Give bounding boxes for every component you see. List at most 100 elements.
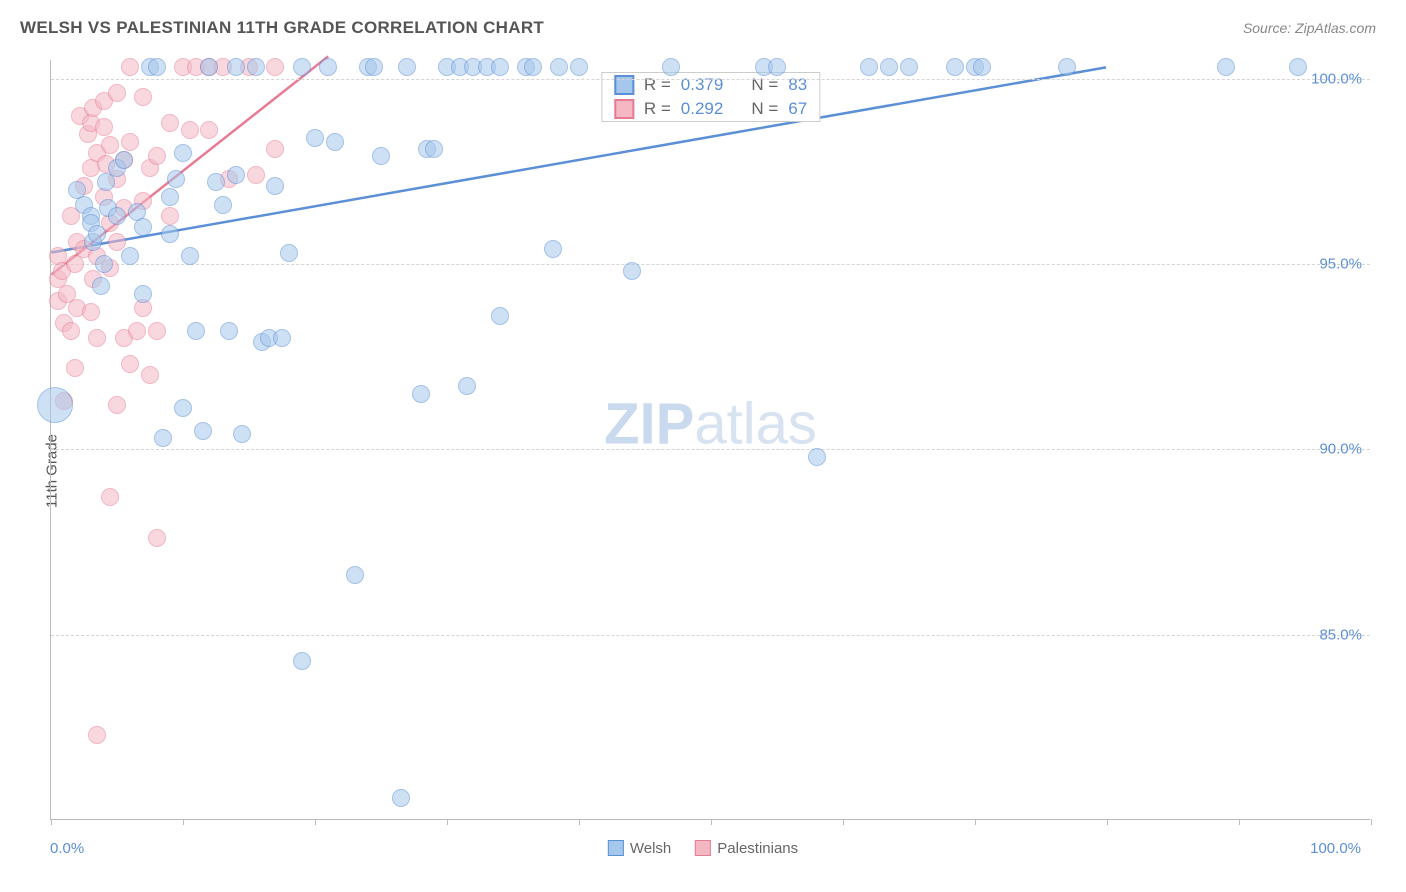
data-point (161, 188, 179, 206)
data-point (88, 329, 106, 347)
series-swatch (614, 99, 634, 119)
data-point (365, 58, 383, 76)
x-tick (183, 819, 184, 825)
data-point (273, 329, 291, 347)
x-tick (51, 819, 52, 825)
data-point (174, 399, 192, 417)
r-label: R = (644, 99, 671, 119)
data-point (97, 173, 115, 191)
x-tick (1371, 819, 1372, 825)
y-tick-label: 95.0% (1319, 255, 1362, 272)
chart-title: WELSH VS PALESTINIAN 11TH GRADE CORRELAT… (20, 18, 544, 38)
x-tick (711, 819, 712, 825)
data-point (154, 429, 172, 447)
data-point (174, 144, 192, 162)
source-label: Source: ZipAtlas.com (1243, 20, 1376, 36)
legend-item: Welsh (608, 840, 671, 857)
data-point (220, 322, 238, 340)
data-point (458, 377, 476, 395)
data-point (141, 366, 159, 384)
data-point (108, 396, 126, 414)
data-point (88, 225, 106, 243)
data-point (200, 121, 218, 139)
data-point (524, 58, 542, 76)
data-point (392, 789, 410, 807)
data-point (161, 225, 179, 243)
x-tick (447, 819, 448, 825)
x-tick (579, 819, 580, 825)
data-point (266, 177, 284, 195)
data-point (148, 58, 166, 76)
data-point (161, 114, 179, 132)
data-point (266, 140, 284, 158)
data-point (900, 58, 918, 76)
legend-label: Palestinians (717, 840, 798, 857)
data-point (768, 58, 786, 76)
data-point (92, 277, 110, 295)
data-point (37, 387, 73, 423)
data-point (544, 240, 562, 258)
gridline (51, 79, 1370, 80)
data-point (398, 58, 416, 76)
data-point (134, 285, 152, 303)
data-point (95, 118, 113, 136)
data-point (319, 58, 337, 76)
plot-area: ZIPatlas R =0.379N =83R =0.292N =67 85.0… (50, 60, 1370, 820)
data-point (108, 84, 126, 102)
data-point (946, 58, 964, 76)
data-point (101, 488, 119, 506)
data-point (491, 58, 509, 76)
legend-item: Palestinians (695, 840, 798, 857)
data-point (148, 322, 166, 340)
y-tick-label: 85.0% (1319, 626, 1362, 643)
data-point (134, 218, 152, 236)
gridline (51, 635, 1370, 636)
data-point (570, 58, 588, 76)
series-legend: Welsh Palestinians (608, 840, 798, 857)
chart-container: 11th Grade ZIPatlas R =0.379N =83R =0.29… (20, 50, 1386, 892)
data-point (662, 58, 680, 76)
data-point (128, 322, 146, 340)
data-point (1058, 58, 1076, 76)
data-point (121, 355, 139, 373)
legend-swatch (695, 840, 711, 856)
data-point (207, 173, 225, 191)
data-point (372, 147, 390, 165)
data-point (161, 207, 179, 225)
data-point (148, 529, 166, 547)
data-point (121, 247, 139, 265)
x-tick (843, 819, 844, 825)
data-point (88, 726, 106, 744)
data-point (860, 58, 878, 76)
data-point (214, 196, 232, 214)
data-point (280, 244, 298, 262)
data-point (808, 448, 826, 466)
data-point (326, 133, 344, 151)
x-tick (315, 819, 316, 825)
n-value: 67 (788, 99, 807, 119)
data-point (293, 58, 311, 76)
data-point (293, 652, 311, 670)
data-point (306, 129, 324, 147)
data-point (187, 322, 205, 340)
x-axis-max: 100.0% (1310, 840, 1361, 857)
data-point (550, 58, 568, 76)
data-point (181, 247, 199, 265)
x-tick (1107, 819, 1108, 825)
data-point (973, 58, 991, 76)
trend-line (51, 67, 1106, 252)
data-point (425, 140, 443, 158)
data-point (108, 233, 126, 251)
data-point (95, 255, 113, 273)
y-tick-label: 100.0% (1311, 70, 1362, 87)
n-label: N = (751, 99, 778, 119)
data-point (227, 58, 245, 76)
data-point (346, 566, 364, 584)
data-point (1289, 58, 1307, 76)
data-point (108, 207, 126, 225)
data-point (194, 422, 212, 440)
data-point (101, 136, 119, 154)
data-point (247, 58, 265, 76)
data-point (62, 322, 80, 340)
data-point (623, 262, 641, 280)
